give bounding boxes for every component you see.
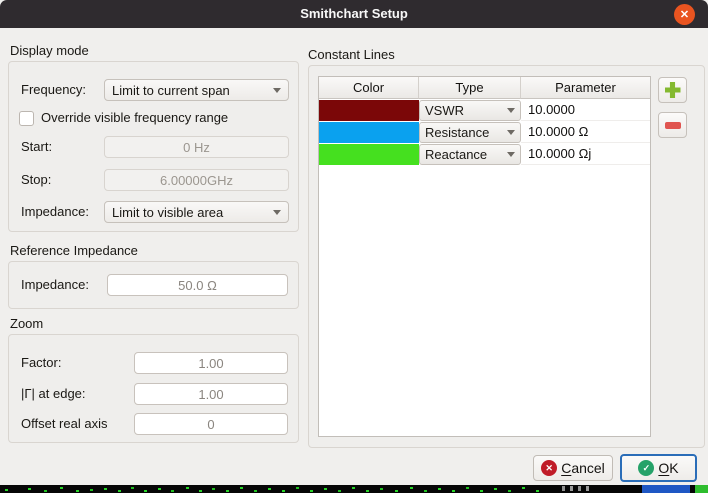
chevron-down-icon xyxy=(507,108,515,117)
constant-lines-table-header: Color Type Parameter xyxy=(319,77,650,99)
plus-icon xyxy=(664,82,681,98)
background-blue-segment xyxy=(642,485,690,493)
cancel-icon: ✕ xyxy=(541,460,558,476)
parameter-cell[interactable]: 10.0000 Ωj xyxy=(521,144,650,165)
reference-impedance-section-label: Reference Impedance xyxy=(10,243,138,258)
stop-label: Stop: xyxy=(21,172,52,187)
close-button[interactable]: ✕ xyxy=(674,4,695,25)
remove-line-button[interactable] xyxy=(658,112,687,138)
ok-button-label: OK xyxy=(658,460,679,476)
cancel-button-label: Cancel xyxy=(561,460,605,476)
zoom-factor-label: Factor: xyxy=(21,355,62,370)
close-icon: ✕ xyxy=(679,9,690,21)
start-input[interactable] xyxy=(104,136,289,158)
type-dropdown[interactable]: Resistance xyxy=(419,121,521,143)
minus-icon xyxy=(664,121,681,129)
stop-input[interactable] xyxy=(104,169,289,191)
zoom-factor-input[interactable] xyxy=(134,352,288,374)
ok-icon: ✓ xyxy=(638,460,655,476)
color-swatch[interactable] xyxy=(319,99,419,121)
background-app-strip xyxy=(0,485,708,493)
gamma-at-edge-input[interactable] xyxy=(134,383,288,405)
type-dropdown-value: Resistance xyxy=(425,124,490,140)
frequency-dropdown-value: Limit to current span xyxy=(112,82,230,98)
color-swatch[interactable] xyxy=(319,143,419,165)
column-header-type[interactable]: Type xyxy=(419,77,521,99)
type-dropdown[interactable]: VSWR xyxy=(419,99,521,121)
ok-button[interactable]: ✓ OK xyxy=(620,454,697,482)
frequency-label: Frequency: xyxy=(21,82,87,97)
table-row: VSWR 10.0000 xyxy=(319,99,650,121)
chevron-down-icon xyxy=(273,210,281,219)
parameter-cell[interactable]: 10.0000 Ω xyxy=(521,122,650,143)
column-header-parameter[interactable]: Parameter xyxy=(521,77,650,99)
override-frequency-checkbox[interactable] xyxy=(19,111,34,126)
type-dropdown-value: Reactance xyxy=(425,146,488,162)
background-green-segment xyxy=(695,485,708,493)
impedance-mode-dropdown-value: Limit to visible area xyxy=(112,204,224,220)
color-swatch[interactable] xyxy=(319,121,419,143)
cancel-button[interactable]: ✕ Cancel xyxy=(533,455,613,481)
type-dropdown-value: VSWR xyxy=(425,102,464,118)
reference-impedance-label: Impedance: xyxy=(21,277,89,292)
display-mode-section-label: Display mode xyxy=(10,43,89,58)
add-line-button[interactable] xyxy=(658,77,687,103)
constant-lines-table: Color Type Parameter VSWR 10.0000 Resist… xyxy=(318,76,651,437)
impedance-mode-label: Impedance: xyxy=(21,204,89,219)
offset-real-axis-label: Offset real axis xyxy=(21,416,108,431)
table-row: Resistance 10.0000 Ω xyxy=(319,121,650,143)
background-trace-dots xyxy=(0,485,3,487)
zoom-section-label: Zoom xyxy=(10,316,44,331)
window-title: Smithchart Setup xyxy=(300,6,408,21)
column-header-color[interactable]: Color xyxy=(319,77,419,99)
chevron-down-icon xyxy=(507,152,515,161)
reference-impedance-input[interactable] xyxy=(107,274,288,296)
start-label: Start: xyxy=(21,139,53,154)
impedance-mode-dropdown[interactable]: Limit to visible area xyxy=(104,201,289,223)
constant-lines-section-label: Constant Lines xyxy=(308,47,395,62)
background-text-marks xyxy=(562,486,565,491)
chevron-down-icon xyxy=(507,130,515,139)
override-frequency-label: Override visible frequency range xyxy=(41,110,229,125)
parameter-cell[interactable]: 10.0000 xyxy=(521,100,650,121)
gamma-at-edge-label: |Γ| at edge: xyxy=(21,386,86,401)
titlebar[interactable]: Smithchart Setup ✕ xyxy=(0,0,708,28)
chevron-down-icon xyxy=(273,88,281,97)
offset-real-axis-input[interactable] xyxy=(134,413,288,435)
table-row: Reactance 10.0000 Ωj xyxy=(319,143,650,165)
type-dropdown[interactable]: Reactance xyxy=(419,143,521,165)
frequency-dropdown[interactable]: Limit to current span xyxy=(104,79,289,101)
